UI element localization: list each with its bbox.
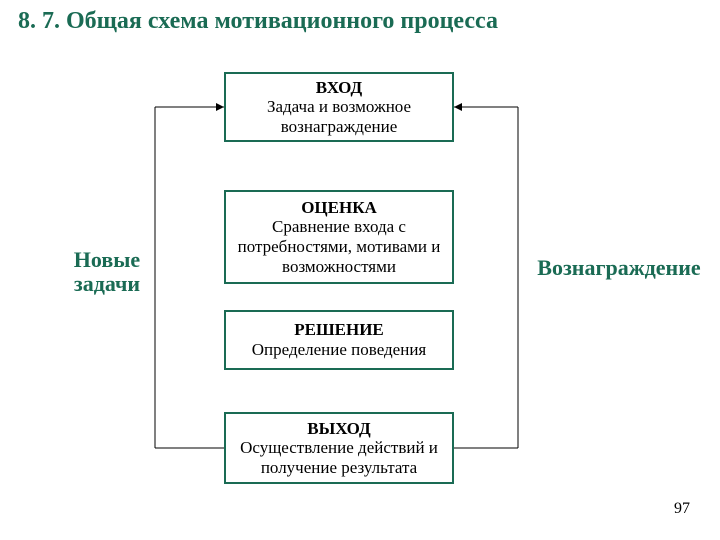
box-decision: РЕШЕНИЕ Определение поведения — [224, 310, 454, 370]
box-decision-body: Определение поведения — [252, 340, 426, 360]
box-output-body: Осуществление действий и получение резул… — [232, 438, 446, 477]
label-right-reward: Вознаграждение — [524, 256, 714, 280]
box-evaluation-body: Сравнение входа с потребностями, мотивам… — [232, 217, 446, 276]
box-input-head: ВХОД — [316, 78, 362, 98]
box-input: ВХОД Задача и возможное вознаграждение — [224, 72, 454, 142]
box-output-head: ВЫХОД — [307, 419, 371, 439]
slide-title: 8. 7. Общая схема мотивационного процесс… — [18, 8, 498, 35]
box-evaluation: ОЦЕНКА Сравнение входа с потребностями, … — [224, 190, 454, 284]
box-output: ВЫХОД Осуществление действий и получение… — [224, 412, 454, 484]
box-evaluation-head: ОЦЕНКА — [301, 198, 377, 218]
box-decision-head: РЕШЕНИЕ — [294, 320, 384, 340]
box-input-body: Задача и возможное вознаграждение — [232, 97, 446, 136]
label-left-new-tasks: Новые задачи — [52, 248, 162, 296]
page-number: 97 — [674, 500, 690, 518]
